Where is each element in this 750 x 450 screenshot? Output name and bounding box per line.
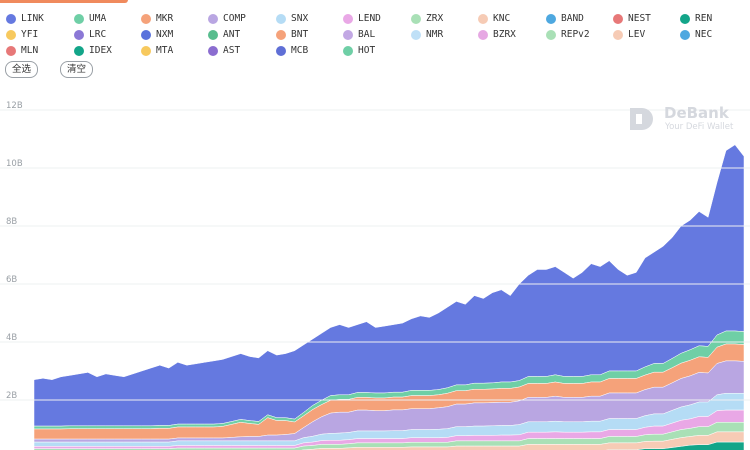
legend-label: ZRX bbox=[426, 13, 444, 24]
legend-swatch bbox=[411, 14, 421, 24]
legend-swatch bbox=[276, 46, 286, 56]
legend-label: KNC bbox=[493, 13, 511, 24]
legend-swatch bbox=[546, 30, 556, 40]
legend-label: SNX bbox=[291, 13, 309, 24]
legend-swatch bbox=[6, 46, 16, 56]
watermark-subtitle: Your DeFi Wallet bbox=[665, 122, 734, 132]
legend-label: LEND bbox=[358, 13, 381, 24]
legend-label: REN bbox=[695, 13, 713, 24]
legend-swatch bbox=[343, 46, 353, 56]
legend-swatch bbox=[680, 14, 690, 24]
legend-label: BZRX bbox=[493, 29, 516, 40]
area-series-ren[interactable] bbox=[34, 441, 745, 450]
legend-label: NEST bbox=[628, 13, 651, 24]
watermark: DeBank Your DeFi Wallet bbox=[628, 104, 748, 134]
legend-swatch bbox=[141, 46, 151, 56]
legend-label: IDEX bbox=[89, 45, 112, 56]
legend-swatch bbox=[680, 30, 690, 40]
legend-label: LEV bbox=[628, 29, 646, 40]
legend-label: YFI bbox=[21, 29, 39, 40]
legend-label: NMR bbox=[426, 29, 444, 40]
legend-swatch bbox=[141, 14, 151, 24]
legend-swatch bbox=[546, 14, 556, 24]
legend-swatch bbox=[208, 46, 218, 56]
y-tick-label: 6B bbox=[6, 275, 17, 285]
legend-label: LINK bbox=[21, 13, 44, 24]
y-tick-label: 4B bbox=[6, 333, 17, 343]
legend-swatch bbox=[343, 14, 353, 24]
legend-swatch bbox=[74, 14, 84, 24]
legend-label: COMP bbox=[223, 13, 246, 24]
legend-swatch bbox=[141, 30, 151, 40]
legend-swatch bbox=[276, 14, 286, 24]
legend-swatch bbox=[208, 30, 218, 40]
legend-label: MLN bbox=[21, 45, 39, 56]
legend-swatch bbox=[613, 30, 623, 40]
legend-label: REPv2 bbox=[561, 29, 590, 40]
legend-label: MKR bbox=[156, 13, 174, 24]
watermark-title: DeBank bbox=[664, 104, 729, 122]
legend-label: BAND bbox=[561, 13, 584, 24]
legend-swatch bbox=[208, 14, 218, 24]
y-tick-label: 2B bbox=[6, 391, 17, 401]
y-tick-label: 8B bbox=[6, 217, 17, 227]
legend-swatch bbox=[6, 14, 16, 24]
legend-swatch bbox=[74, 46, 84, 56]
active-tab-indicator bbox=[0, 0, 128, 3]
legend-label: AST bbox=[223, 45, 241, 56]
legend-swatch bbox=[276, 30, 286, 40]
legend-swatch bbox=[6, 30, 16, 40]
legend-swatch bbox=[478, 14, 488, 24]
select-all-button[interactable]: 全选 bbox=[5, 61, 39, 78]
legend-label: NEC bbox=[695, 29, 713, 40]
debank-logo-icon bbox=[630, 108, 653, 130]
legend-swatch bbox=[74, 30, 84, 40]
legend-label: BNT bbox=[291, 29, 309, 40]
legend-label: BAL bbox=[358, 29, 376, 40]
legend-label: LRC bbox=[89, 29, 107, 40]
legend-label: MCB bbox=[291, 45, 309, 56]
legend-label: ANT bbox=[223, 29, 241, 40]
legend-label: MTA bbox=[156, 45, 174, 56]
clear-button[interactable]: 清空 bbox=[60, 61, 94, 78]
y-tick-label: 10B bbox=[6, 159, 23, 169]
legend-swatch bbox=[411, 30, 421, 40]
legend-swatch bbox=[478, 30, 488, 40]
legend-label: UMA bbox=[89, 13, 107, 24]
legend-label: NXM bbox=[156, 29, 174, 40]
legend-swatch bbox=[343, 30, 353, 40]
y-tick-label: 12B bbox=[6, 101, 23, 111]
legend-label: HOT bbox=[358, 45, 376, 56]
legend-swatch bbox=[613, 14, 623, 24]
